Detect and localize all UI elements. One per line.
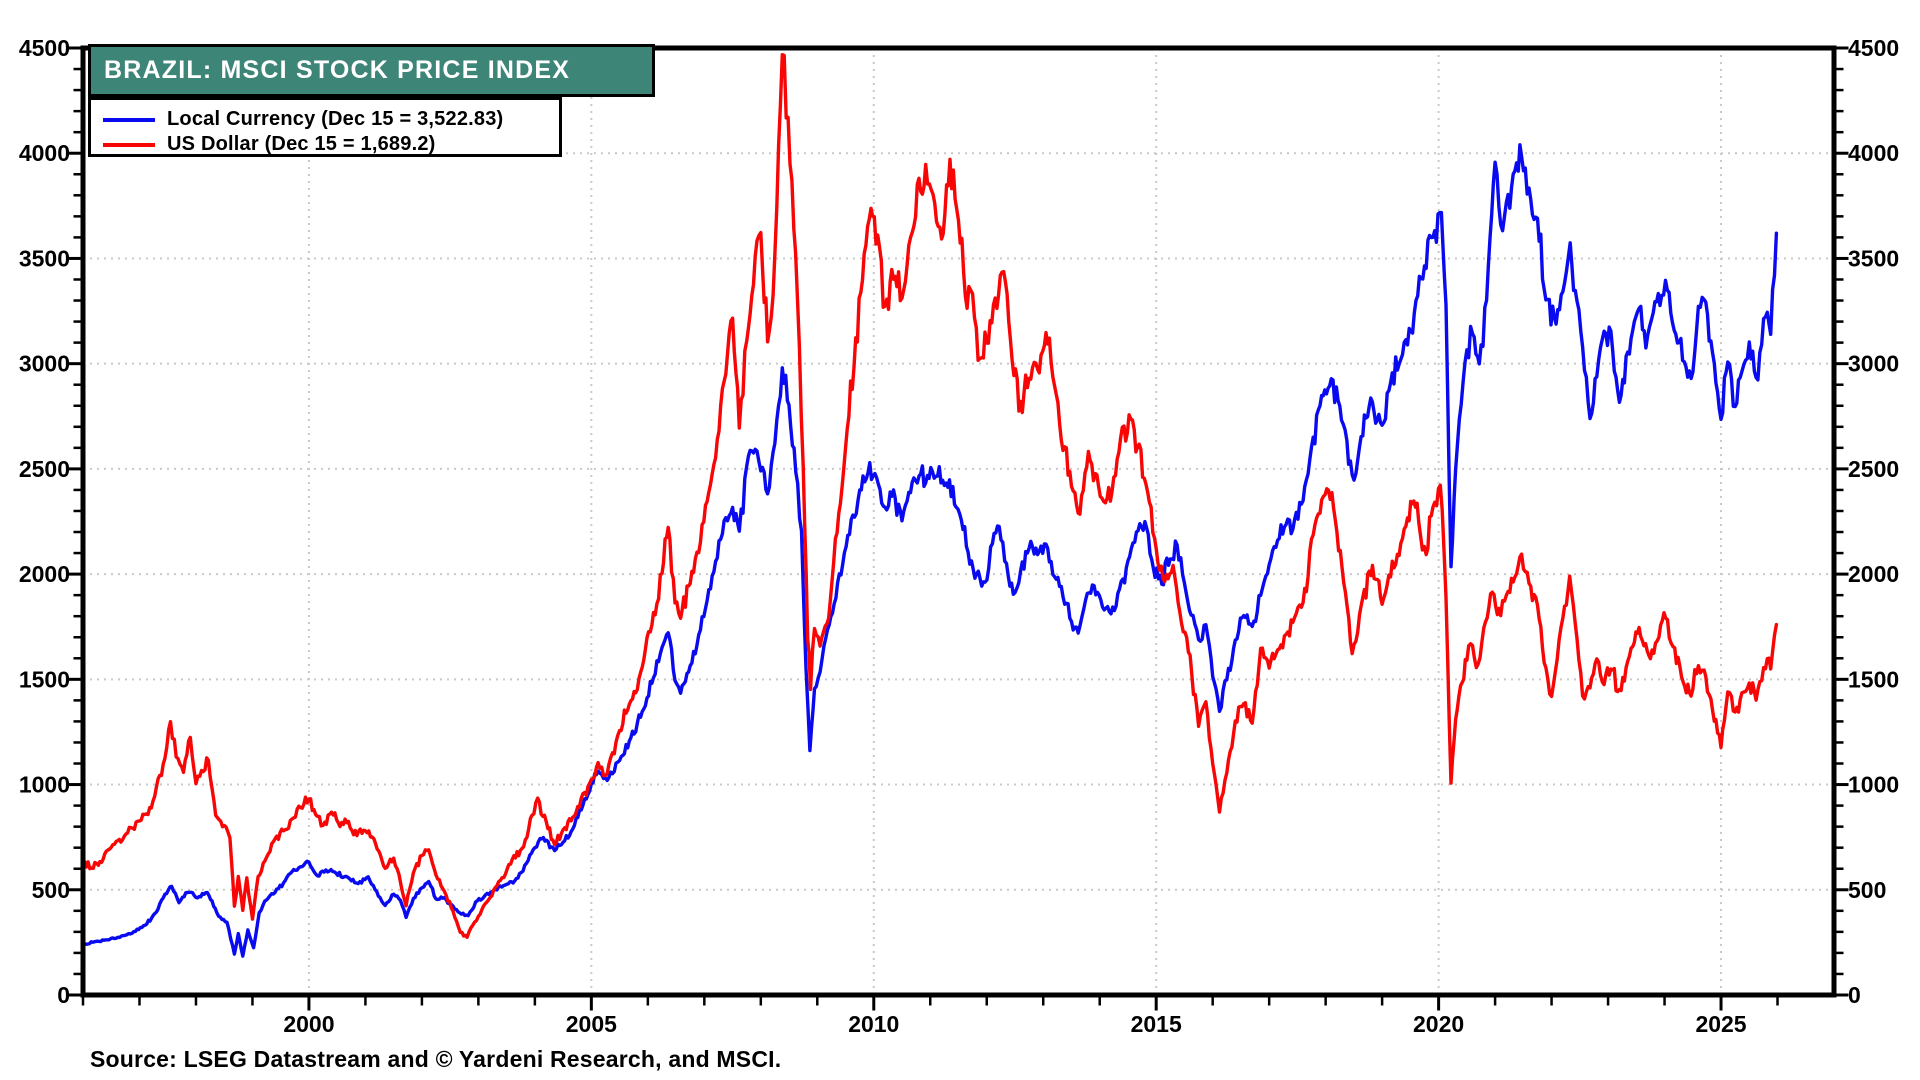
y-axis-label-left: 4000 [19, 140, 70, 166]
x-axis-label: 2015 [1131, 1011, 1182, 1037]
x-axis-label: 2020 [1413, 1011, 1464, 1037]
y-axis-label-left: 3500 [19, 245, 70, 271]
y-axis-label-right: 3000 [1848, 351, 1899, 377]
series-line-us-dollar [83, 53, 1779, 939]
y-axis-label-left: 2500 [19, 456, 70, 482]
x-axis-label: 2000 [283, 1011, 334, 1037]
y-axis-label-right: 4500 [1848, 35, 1899, 61]
y-axis-label-right: 500 [1848, 877, 1886, 903]
y-axis-label-right: 2500 [1848, 456, 1899, 482]
chart-title-box: BRAZIL: MSCI STOCK PRICE INDEX [88, 44, 655, 97]
y-axis-label-left: 4500 [19, 35, 70, 61]
axis-tick-labels: 0 0 500 500 1000 1000 1500 1500 2000 2000 2500 2500… [19, 35, 1899, 1037]
source-note: Source: LSEG Datastream and © Yardeni Re… [90, 1046, 782, 1072]
y-axis-label-left: 1500 [19, 666, 70, 692]
y-axis-label-left: 1000 [19, 772, 70, 798]
y-axis-label-right: 2000 [1848, 561, 1899, 587]
legend-label-us-dollar: US Dollar (Dec 15 = 1,689.2) [167, 133, 436, 155]
legend-swatch-local-currency [103, 117, 155, 122]
plot-frame [80, 45, 1837, 998]
y-axis-label-right: 1500 [1848, 666, 1899, 692]
series-line-local-currency [83, 143, 1779, 958]
legend-item-local-currency: Local Currency (Dec 15 = 3,522.83) [103, 107, 559, 132]
series-lines [83, 53, 1779, 958]
gridlines [83, 48, 1834, 995]
y-axis-label-right: 1000 [1848, 772, 1899, 798]
legend: Local Currency (Dec 15 = 3,522.83) US Do… [88, 97, 562, 157]
chart-title: BRAZIL: MSCI STOCK PRICE INDEX [104, 56, 571, 84]
legend-label-local-currency: Local Currency (Dec 15 = 3,522.83) [167, 108, 504, 130]
x-axis-label: 2025 [1695, 1011, 1746, 1037]
x-axis-label: 2005 [566, 1011, 617, 1037]
x-axis-label: 2010 [848, 1011, 899, 1037]
y-axis-label-left: 500 [32, 877, 70, 903]
y-axis-label-left: 3000 [19, 351, 70, 377]
y-axis-label-right: 3500 [1848, 245, 1899, 271]
y-axis-label-right: 4000 [1848, 140, 1899, 166]
y-axis-label-left: 2000 [19, 561, 70, 587]
y-axis-label-left: 0 [57, 982, 70, 1008]
axis-ticks [68, 46, 1849, 1011]
legend-item-us-dollar: US Dollar (Dec 15 = 1,689.2) [103, 132, 559, 157]
legend-swatch-us-dollar [103, 142, 155, 147]
y-axis-label-right: 0 [1848, 982, 1861, 1008]
